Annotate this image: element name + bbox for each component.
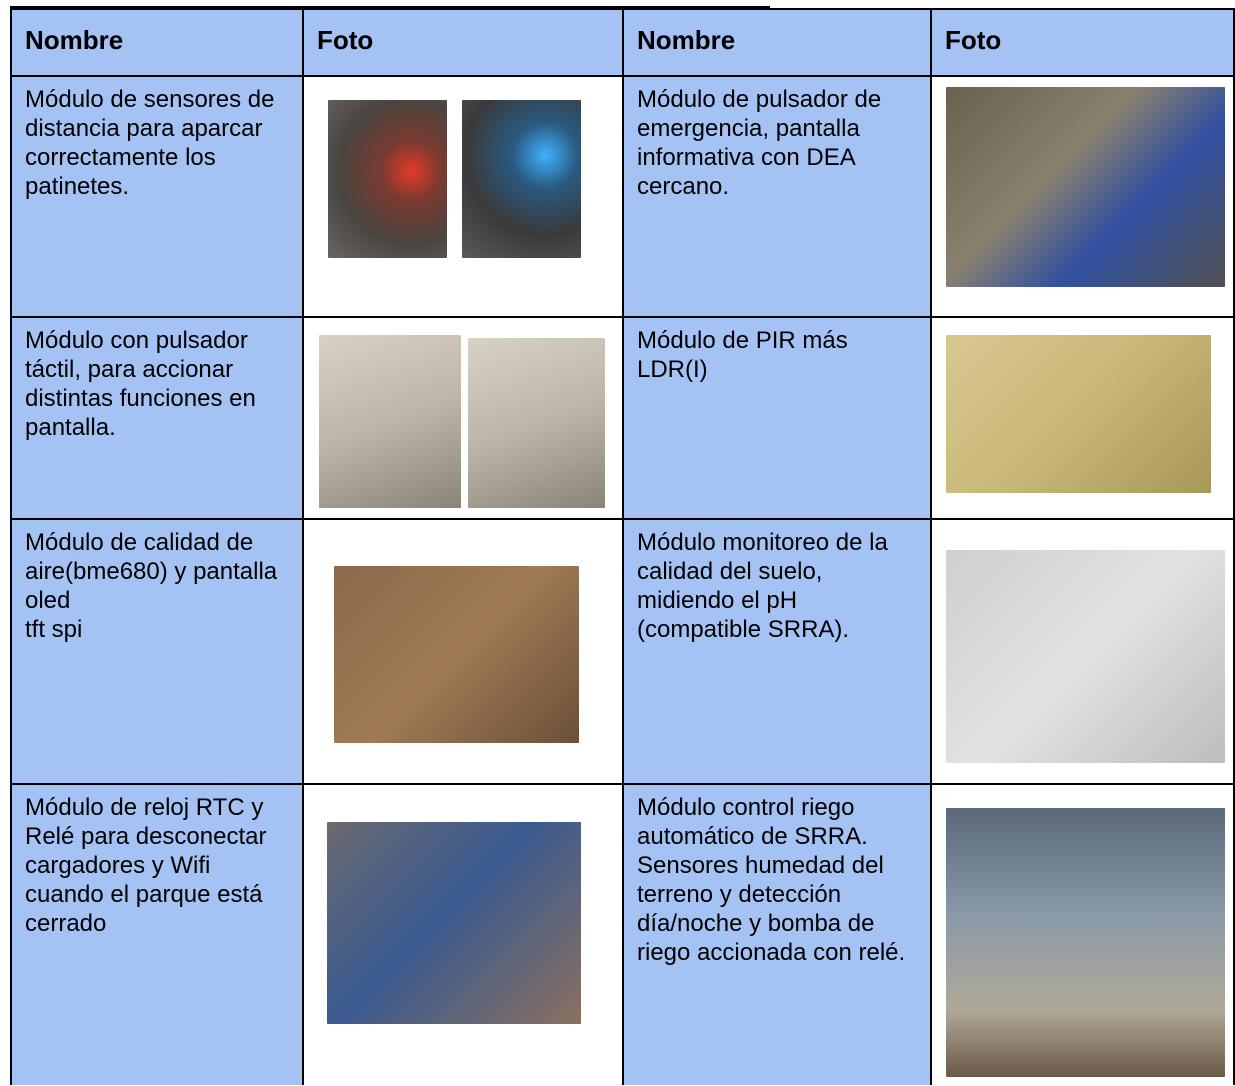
photo <box>946 550 1225 763</box>
header-cell: Nombre <box>624 10 930 75</box>
photo-cell <box>304 520 622 783</box>
name-cell: Módulo de PIR más LDR(I) <box>624 318 930 518</box>
photo <box>327 822 581 1024</box>
photo <box>946 87 1225 287</box>
photo <box>946 808 1225 1077</box>
photo <box>462 100 581 258</box>
name-cell: Módulo de reloj RTC y Relé para desconec… <box>12 785 302 1085</box>
name-cell: Módulo de pulsador de emergencia, pantal… <box>624 77 930 316</box>
photo-cell <box>932 520 1233 783</box>
photo-cell <box>304 318 622 518</box>
photo <box>946 335 1211 493</box>
photo <box>319 335 461 508</box>
photo-cell <box>304 77 622 316</box>
name-cell: Módulo con pulsador táctil, para acciona… <box>12 318 302 518</box>
photo-cell <box>932 77 1233 316</box>
photo <box>468 338 605 508</box>
name-cell: Módulo monitoreo de la calidad del suelo… <box>624 520 930 783</box>
table: Nombre Foto Nombre Foto Módulo de sensor… <box>10 8 1235 1085</box>
header-cell: Foto <box>932 10 1233 75</box>
photo <box>334 566 579 743</box>
name-cell: Módulo de sensores de distancia para apa… <box>12 77 302 316</box>
name-cell: Módulo control riego automático de SRRA.… <box>624 785 930 1085</box>
header-cell: Nombre <box>12 10 302 75</box>
photo <box>328 100 447 258</box>
name-cell: Módulo de calidad de aire(bme680) y pant… <box>12 520 302 783</box>
rule <box>10 6 770 8</box>
photo-cell <box>304 785 622 1085</box>
header-cell: Foto <box>304 10 622 75</box>
photo-cell <box>932 318 1233 518</box>
photo-cell <box>932 785 1233 1085</box>
